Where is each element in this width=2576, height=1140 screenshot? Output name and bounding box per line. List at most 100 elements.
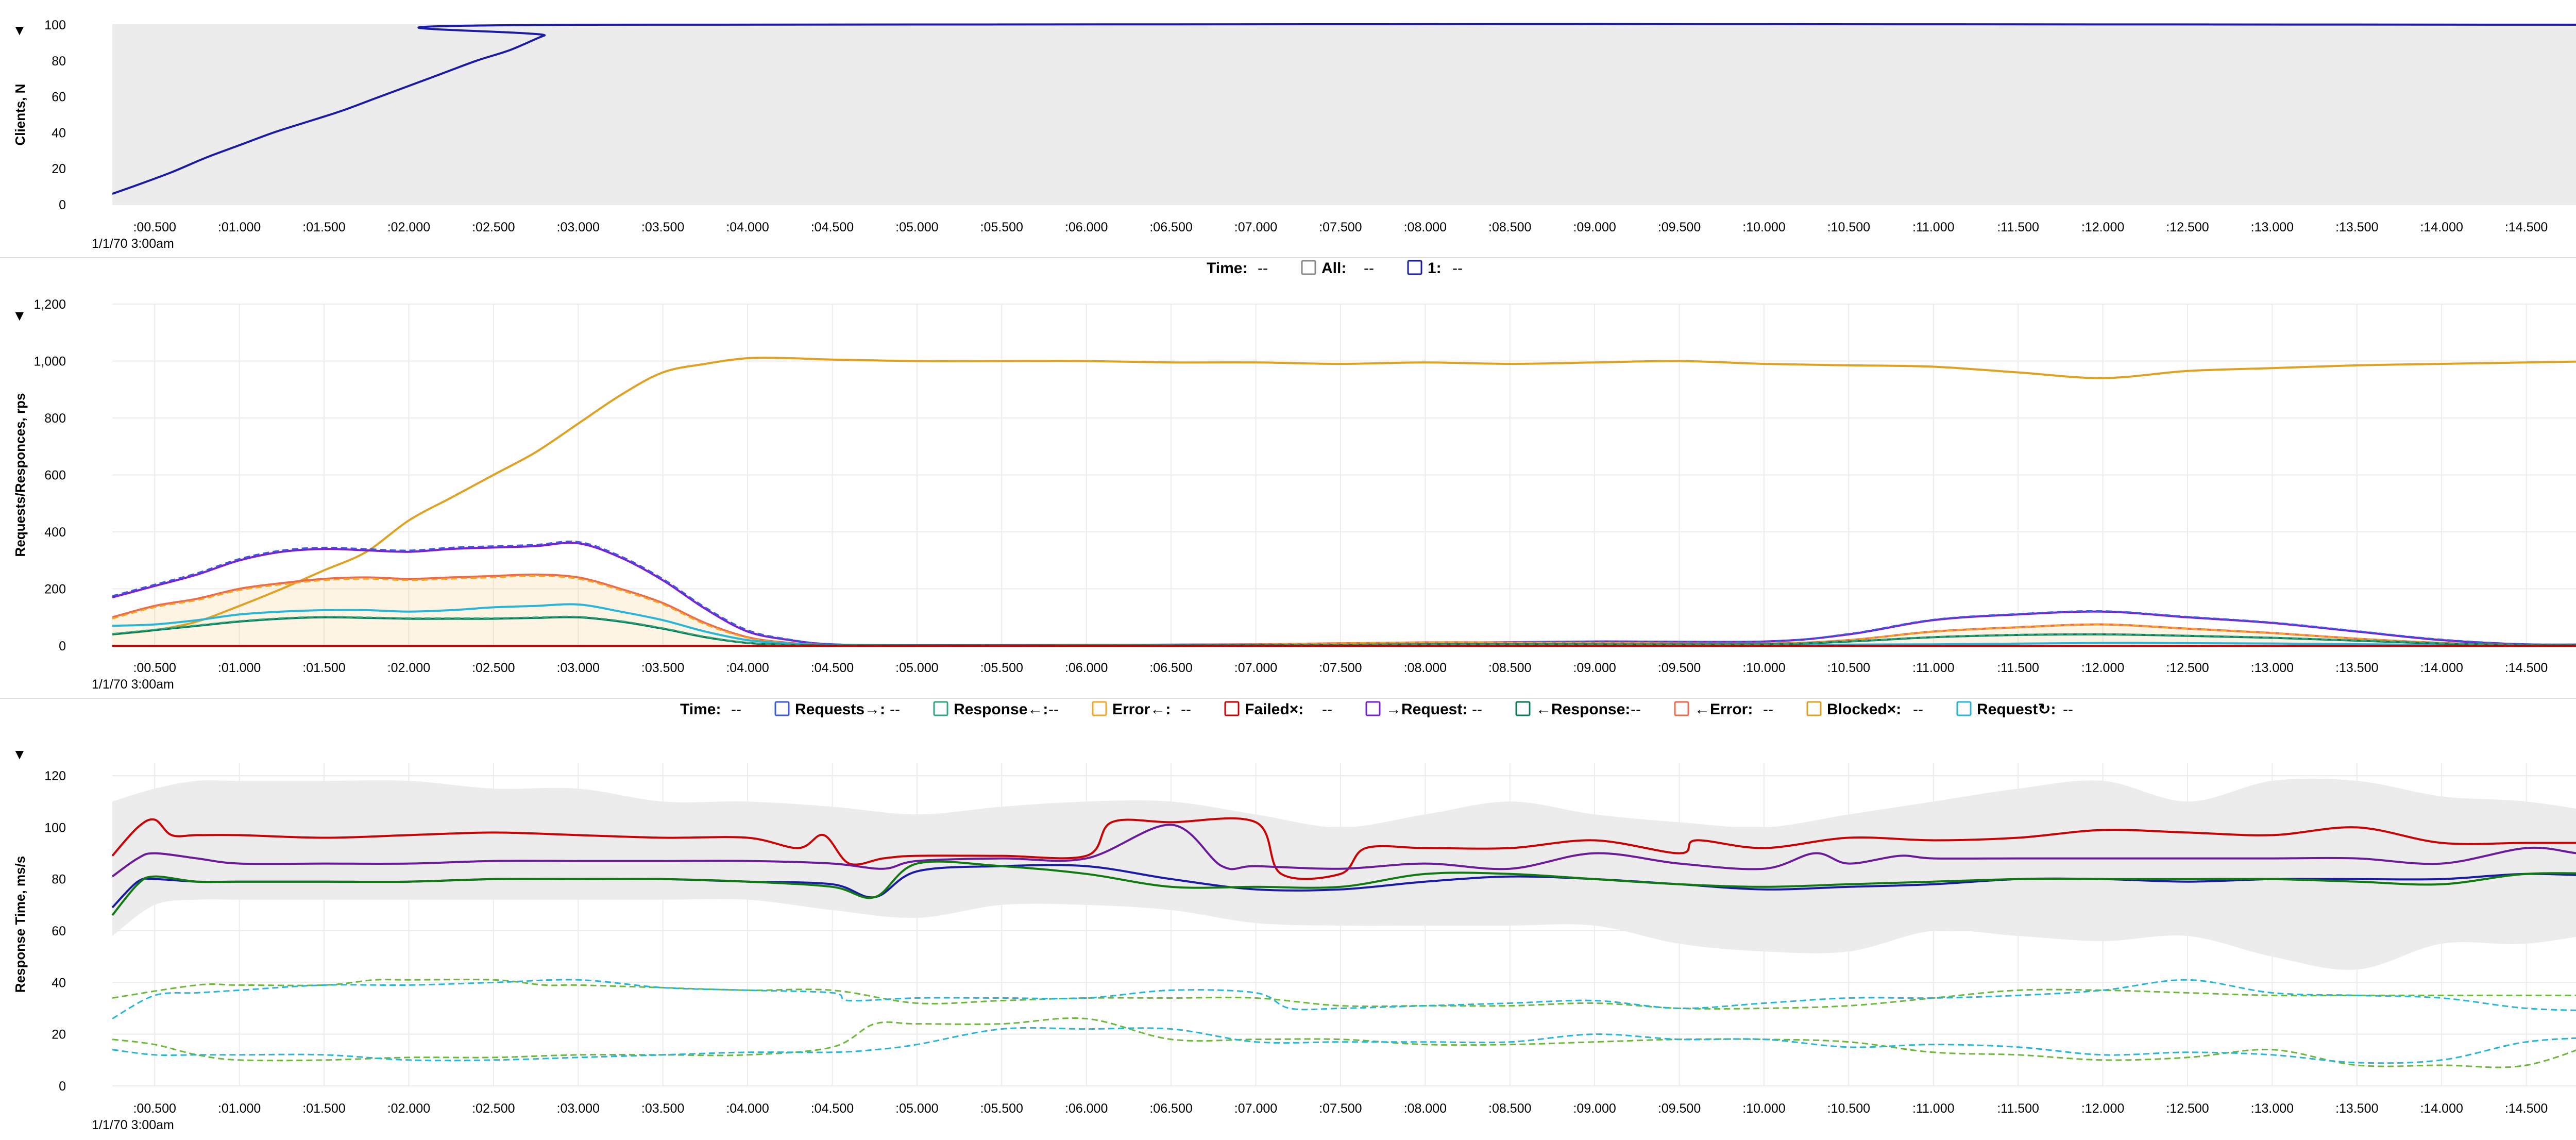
legend-label: Failed×: (1245, 701, 1303, 718)
y-tick-label: 0 (59, 639, 66, 653)
x-tick-label: :01.500 (302, 220, 345, 234)
legend-item[interactable]: Request↻: -- (1956, 701, 2073, 718)
x-tick-label: :11.500 (1997, 1101, 2039, 1116)
series-line-5 (112, 979, 2576, 1010)
x-tick-label: :14.500 (2505, 661, 2548, 675)
x-tick-label: :14.500 (2505, 220, 2548, 234)
legend-item[interactable]: Error←: -- (1092, 701, 1191, 718)
x-tick-label: :03.000 (557, 1101, 600, 1116)
y-tick-label: 20 (52, 162, 66, 176)
x-tick-label: :12.500 (2166, 661, 2209, 675)
legend-label: ←Response: (1536, 701, 1630, 718)
x-tick-label: :05.000 (895, 661, 938, 675)
requests-panel: ▼:00.500:01.000:01.500:02.000:02.500:03.… (0, 297, 2576, 699)
series-band-0 (112, 25, 2576, 205)
y-tick-label: 80 (52, 873, 66, 887)
x-tick-label: :02.500 (472, 661, 515, 675)
x-tick-label: :04.500 (811, 661, 854, 675)
y-tick-label: 40 (52, 126, 66, 140)
x-tick-label: :07.500 (1319, 220, 1362, 234)
legend-value: -- (1452, 260, 1463, 277)
x-tick-label: :11.000 (1912, 220, 1955, 234)
x-tick-label: :08.000 (1404, 661, 1447, 675)
x-tick-label: :10.500 (1827, 220, 1870, 234)
collapse-toggle-icon[interactable]: ▼ (12, 746, 27, 762)
legend-label: Requests→: (795, 701, 885, 718)
legend-label: Request↻: (1977, 701, 2056, 718)
legend-item[interactable]: Time: -- (1207, 260, 1268, 277)
legend-swatch-icon[interactable] (774, 701, 790, 716)
legend-swatch-icon[interactable] (1956, 701, 1972, 716)
legend-item[interactable]: ←Response: -- (1515, 701, 1641, 718)
x-tick-label: :12.000 (2081, 1101, 2124, 1116)
x-tick-label: :08.500 (1488, 661, 1531, 675)
x-tick-label: :02.500 (472, 1101, 515, 1116)
legend-label: Time: (1207, 260, 1247, 277)
legend-item[interactable]: All: -- (1301, 260, 1374, 277)
legend-value: -- (1472, 701, 1482, 718)
y-tick-label: 600 (44, 468, 66, 483)
x-tick-label: :02.000 (387, 661, 430, 675)
legend-item[interactable]: ←Error: -- (1674, 701, 1773, 718)
x-tick-label: :10.000 (1742, 1101, 1785, 1116)
response-time-panel: ▼:00.500:01.000:01.500:02.000:02.500:03.… (12, 746, 2576, 1132)
y-tick-label: 100 (44, 18, 66, 32)
x-tick-label: :14.500 (2505, 1101, 2548, 1116)
x-tick-label: :00.500 (133, 220, 176, 234)
x-tick-label: :12.500 (2166, 220, 2209, 234)
x-tick-label: :03.000 (557, 661, 600, 675)
requests-legend: Time: -- Requests→: -- Response←: -- Error←: --… (680, 701, 2073, 718)
x-tick-label: :02.000 (387, 1101, 430, 1116)
legend-swatch-icon[interactable] (1674, 701, 1689, 716)
x-tick-label: :07.000 (1234, 661, 1277, 675)
collapse-toggle-icon[interactable]: ▼ (12, 22, 27, 38)
legend-swatch-icon[interactable] (1301, 260, 1316, 275)
legend-item[interactable]: Response←: -- (933, 701, 1059, 718)
x-tick-label: :01.500 (302, 1101, 345, 1116)
x-tick-label: :06.000 (1065, 1101, 1108, 1116)
legend-swatch-icon[interactable] (933, 701, 948, 716)
legend-swatch-icon[interactable] (1224, 701, 1240, 716)
series-line-1 (112, 23, 2576, 195)
x-tick-label: :13.500 (2335, 220, 2378, 234)
x-tick-label: :02.500 (472, 220, 515, 234)
series-line-7 (112, 615, 2576, 646)
x-tick-label: :04.500 (811, 1101, 854, 1116)
legend-swatch-icon[interactable] (1806, 701, 1822, 716)
y-axis-title: Requests/Responces, rps (12, 393, 28, 557)
legend-item[interactable]: Blocked×: -- (1806, 701, 1923, 718)
legend-swatch-icon[interactable] (1407, 260, 1422, 275)
y-tick-label: 60 (52, 90, 66, 105)
x-tick-label: :08.500 (1488, 220, 1531, 234)
x-tick-label: :06.000 (1065, 661, 1108, 675)
legend-item[interactable]: 1: -- (1407, 260, 1463, 277)
x-tick-label: :07.500 (1319, 1101, 1362, 1116)
series-line-2 (111, 824, 2576, 878)
x-tick-label: :02.000 (387, 220, 430, 234)
series-line-7 (112, 1017, 2576, 1068)
x-tick-label: :11.000 (1912, 1101, 1955, 1116)
y-tick-label: 60 (52, 924, 66, 938)
x-tick-label: :13.000 (2251, 1101, 2294, 1116)
legend-item[interactable]: Requests→: -- (774, 701, 900, 718)
legend-label: All: (1321, 260, 1346, 277)
legend-label: →Request: (1386, 701, 1467, 718)
x-tick-label: :12.500 (2166, 1101, 2209, 1116)
legend-swatch-icon[interactable] (1515, 701, 1531, 716)
y-axis-title: Response Time, ms/s (12, 856, 28, 993)
y-tick-label: 40 (52, 976, 66, 990)
x-tick-label: :05.500 (980, 661, 1023, 675)
collapse-toggle-icon[interactable]: ▼ (12, 308, 27, 324)
legend-value: -- (1258, 260, 1268, 277)
x-tick-label: :05.000 (895, 220, 938, 234)
y-tick-label: 0 (59, 1079, 66, 1094)
legend-item[interactable]: →Request: -- (1365, 701, 1482, 718)
legend-item[interactable]: Time: -- (680, 701, 741, 718)
legend-item[interactable]: Failed×: -- (1224, 701, 1332, 718)
legend-swatch-icon[interactable] (1365, 701, 1381, 716)
series-line-4 (111, 860, 2576, 916)
legend-label: ←Error: (1694, 701, 1753, 718)
x-tick-label: :07.000 (1234, 1101, 1277, 1116)
legend-swatch-icon[interactable] (1092, 701, 1107, 716)
x-tick-label: :01.000 (218, 661, 261, 675)
